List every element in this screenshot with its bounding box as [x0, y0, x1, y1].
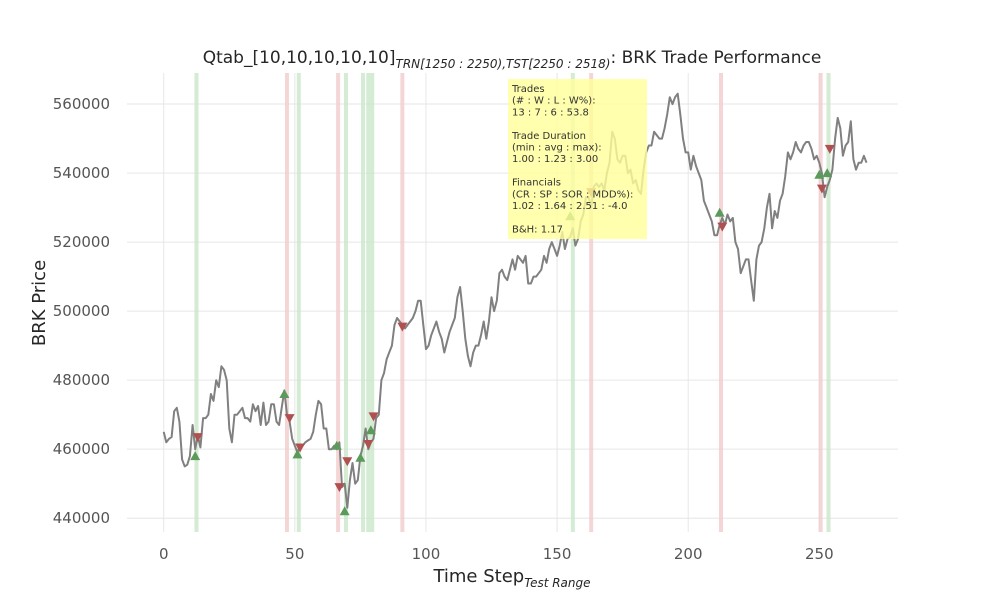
- y-ticks: 440000 460000 480000 500000 520000 540000 5600…: [53, 95, 110, 527]
- sell-marker: [295, 443, 306, 453]
- losing-trade-band: [718, 73, 723, 532]
- y-tick-label: 560000: [53, 95, 110, 113]
- buy-marker: [331, 440, 342, 450]
- buy-marker: [339, 506, 350, 516]
- x-axis-label-subscript: Test Range: [524, 576, 590, 590]
- info-box-line: Financials: [512, 178, 561, 189]
- info-box-line: (CR : SP : SOR : MDD%):: [512, 189, 633, 200]
- buy-marker: [279, 388, 290, 398]
- winning-trade-band: [370, 73, 375, 532]
- sell-marker: [717, 222, 728, 232]
- winning-trade-band: [343, 73, 348, 532]
- info-box-text: Trades(# : W : L : W%):13 : 7 : 6 : 53.8…: [511, 84, 633, 235]
- price-line: [162, 92, 868, 509]
- y-tick-label: 500000: [53, 302, 110, 320]
- x-tick-label: 0: [159, 545, 169, 563]
- sell-marker: [816, 184, 827, 194]
- info-box-line: (# : W : L : W%):: [512, 96, 596, 107]
- info-box-line: Trades: [511, 84, 545, 95]
- y-tick-label: 440000: [53, 509, 110, 527]
- x-tick-label: 250: [805, 545, 834, 563]
- sell-marker: [342, 457, 353, 467]
- losing-trade-band: [284, 73, 289, 532]
- trade-bands: [194, 73, 831, 532]
- winning-trade-band: [366, 73, 371, 532]
- buy-marker: [292, 449, 303, 459]
- buy-marker: [190, 451, 201, 461]
- losing-trade-band: [400, 73, 405, 532]
- chart-title-subscript: TRN[1250 : 2250),TST[2250 : 2518): [395, 57, 610, 71]
- y-tick-label: 460000: [53, 440, 110, 458]
- x-tick-label: 100: [412, 545, 441, 563]
- info-box-line: 13 : 7 : 6 : 53.8: [512, 107, 589, 118]
- winning-trade-band: [570, 73, 575, 532]
- sell-marker: [397, 322, 408, 332]
- info-box-line: 1.02 : 1.64 : 2.51 : -4.0: [512, 201, 628, 212]
- buy-marker: [822, 168, 833, 178]
- buy-marker: [714, 207, 725, 217]
- info-box-line: B&H: 1.17: [512, 224, 563, 235]
- info-box-line: Trade Duration: [511, 131, 586, 142]
- winning-trade-band: [361, 73, 366, 532]
- sell-marker: [334, 483, 345, 493]
- losing-trade-band: [336, 73, 341, 532]
- sell-marker: [284, 414, 295, 424]
- chart-title-suffix: : BRK Trade Performance: [610, 48, 821, 68]
- losing-trade-band: [818, 73, 823, 532]
- winning-trade-band: [296, 73, 301, 532]
- chart-title: Qtab_[10,10,10,10,10]TRN[1250 : 2250),TS…: [203, 48, 822, 71]
- x-tick-label: 200: [674, 545, 703, 563]
- sell-marker: [192, 433, 203, 443]
- x-ticks: 0 50 100 150 200 250: [159, 545, 834, 563]
- losing-trade-band: [589, 73, 594, 532]
- winning-trade-band: [826, 73, 831, 532]
- y-tick-label: 520000: [53, 233, 110, 251]
- x-tick-label: 150: [543, 545, 572, 563]
- info-box-line: (min : avg : max):: [512, 143, 602, 154]
- x-tick-label: 50: [285, 545, 304, 563]
- buy-marker: [365, 425, 376, 435]
- price-series: [162, 92, 868, 509]
- info-box-line: 1.00 : 1.23 : 3.00: [512, 154, 598, 165]
- buy-marker: [355, 452, 366, 462]
- x-axis-label: Time StepTest Range: [432, 566, 590, 590]
- x-axis-label-main: Time Step: [432, 566, 524, 587]
- sell-marker: [363, 439, 374, 449]
- sell-marker: [824, 144, 835, 154]
- chart-title-prefix: Qtab_[10,10,10,10,10]: [203, 48, 396, 68]
- buy-marker: [814, 169, 825, 179]
- info-box: [508, 79, 647, 239]
- y-axis-label: BRK Price: [29, 260, 50, 346]
- y-tick-label: 540000: [53, 164, 110, 182]
- y-tick-label: 480000: [53, 371, 110, 389]
- sell-marker: [368, 412, 379, 422]
- winning-trade-band: [194, 73, 199, 532]
